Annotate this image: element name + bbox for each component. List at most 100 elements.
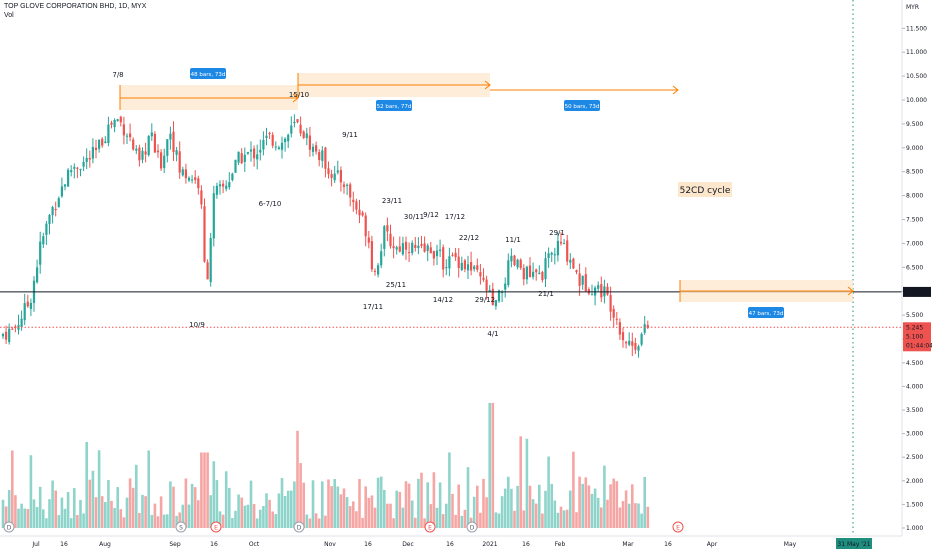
volume-bar	[376, 477, 380, 528]
volume-bar	[206, 452, 209, 528]
candle-body	[513, 255, 516, 266]
volume-bar	[212, 461, 216, 528]
event-marker	[210, 521, 222, 533]
volume-bar	[274, 514, 278, 528]
volume-bar	[485, 497, 488, 528]
candle-body	[215, 185, 218, 195]
x-tick-label: Aug	[99, 541, 111, 548]
candle-body	[79, 169, 82, 171]
volume-bar	[128, 478, 132, 528]
volume-bar	[336, 486, 340, 528]
volume-bar	[240, 497, 243, 528]
candle-body	[85, 157, 88, 162]
candle-body	[615, 318, 618, 320]
y-tick-label: 3.000	[906, 431, 923, 438]
volume-bar	[404, 481, 408, 528]
event-marker	[293, 521, 305, 533]
date-annotation: 14/12	[433, 296, 453, 304]
volume-bar	[407, 483, 411, 528]
candle-body	[336, 170, 339, 173]
candle-body	[305, 133, 308, 139]
volume-bar	[414, 517, 417, 528]
y-tick-label: 7.500	[906, 217, 923, 224]
candle-body	[463, 260, 466, 270]
candle-body	[575, 270, 578, 273]
y-tick-label: 3.500	[906, 407, 923, 414]
volume-bar	[184, 478, 188, 528]
candle-body	[547, 253, 550, 258]
volume-bar	[20, 503, 23, 528]
volume-bar	[122, 517, 126, 528]
y-tick-label: 7.000	[906, 240, 923, 247]
volume-bar	[51, 480, 54, 528]
volume-bar	[634, 503, 637, 528]
bars-label: 48 bars, 73d	[191, 72, 226, 78]
candle-body	[218, 184, 222, 187]
volume-bar	[643, 476, 646, 528]
candle-body	[82, 161, 85, 167]
volume-bar	[429, 504, 433, 528]
candle-body	[271, 134, 274, 146]
candle-body	[646, 324, 649, 328]
volume-bar	[534, 503, 538, 528]
candle-body	[60, 186, 63, 197]
candle-body	[538, 272, 541, 275]
date-annotation: 29/1	[549, 229, 565, 237]
volume-bar	[370, 495, 374, 528]
candle-body	[522, 268, 525, 280]
candle-body	[8, 328, 11, 343]
candle-body	[318, 152, 321, 161]
candle-body	[302, 131, 305, 138]
volume-bar	[314, 513, 318, 528]
candle-body	[315, 145, 318, 152]
candle-body	[491, 288, 494, 305]
candle-body	[476, 265, 479, 270]
date-highlight-box	[836, 538, 872, 549]
candle-body	[153, 133, 156, 153]
candle-body	[442, 247, 445, 270]
y-tick-label: 10.500	[906, 73, 927, 80]
candle-body	[181, 169, 184, 176]
candle-body	[504, 283, 507, 290]
candle-body	[566, 240, 569, 262]
volume-bar	[479, 512, 482, 528]
candle-body	[333, 173, 336, 181]
candle-body	[414, 244, 417, 248]
x-tick-label: 16	[664, 541, 672, 548]
volume-bar	[528, 485, 532, 528]
volume-bar	[522, 510, 526, 528]
candle-body	[541, 271, 544, 281]
volume-bar	[513, 510, 516, 528]
volume-bar	[342, 488, 346, 528]
cycle-note: 52CD cycle	[680, 186, 731, 196]
candle-body	[293, 121, 296, 124]
volume-bar	[587, 485, 591, 528]
candle-body	[206, 262, 209, 280]
cycle-arrow-head	[484, 80, 491, 90]
volume-bar	[494, 512, 498, 528]
volume-bar	[420, 472, 423, 528]
candle-body	[367, 237, 370, 243]
candle-body	[191, 179, 194, 181]
volume-bar	[286, 490, 290, 528]
volume-bar	[609, 484, 612, 528]
volume-bar	[637, 503, 640, 528]
candle-body	[525, 266, 528, 280]
candle-body	[572, 258, 575, 269]
candle-body	[408, 252, 411, 254]
candle-body	[187, 177, 191, 181]
candle-body	[634, 342, 637, 350]
candlestick-series	[1, 114, 649, 358]
volume-bar	[361, 517, 364, 528]
candle-body	[88, 157, 91, 160]
last-price-label: 5.245	[906, 324, 923, 331]
volume-bar	[187, 504, 191, 528]
x-tick-label: 16	[210, 541, 218, 548]
volume-bar	[42, 509, 45, 528]
candle-body	[280, 142, 284, 150]
volume-bar	[166, 514, 169, 528]
candle-body	[1, 333, 5, 337]
candle-body	[392, 246, 395, 249]
candle-body	[209, 238, 212, 283]
